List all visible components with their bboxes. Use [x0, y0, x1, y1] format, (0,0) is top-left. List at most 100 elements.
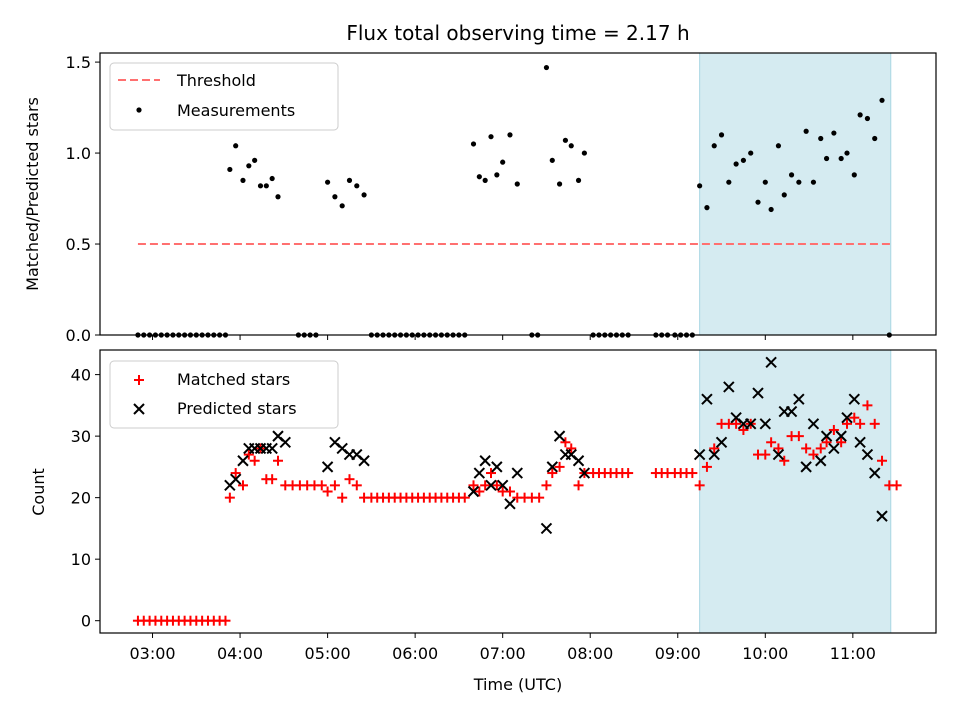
measurement-point — [775, 143, 782, 149]
measurement-point — [549, 157, 555, 163]
matched-point — [828, 424, 839, 435]
predicted-point — [785, 405, 798, 418]
predicted-point — [266, 442, 278, 455]
matched-point — [224, 492, 235, 503]
predicted-point — [553, 430, 566, 442]
matched-point — [491, 480, 502, 491]
measurement-point — [269, 175, 275, 182]
predicted-point — [708, 448, 720, 461]
measurement-point — [823, 155, 830, 162]
measurement-point — [514, 181, 520, 187]
predicted-point — [511, 467, 523, 479]
predicted-point — [723, 381, 735, 393]
matched-point — [566, 443, 577, 454]
matched-point — [709, 443, 720, 454]
measurement-point — [346, 177, 353, 183]
predicted-point — [358, 455, 370, 467]
matched-point — [468, 480, 479, 491]
chart-title: Flux total observing time = 2.17 h — [346, 21, 689, 45]
measurement-point — [851, 172, 857, 178]
predicted-point — [765, 356, 777, 369]
predicted-point — [793, 393, 805, 405]
top-axes-frame — [99, 52, 937, 336]
top-plot-area — [135, 64, 893, 338]
measurement-point — [325, 179, 331, 185]
x-tick-label: 11:00 — [830, 644, 876, 663]
top-panel: 0.0 0.5 1.0 1.5 Flux total observing time =… — [23, 21, 937, 345]
y-tick-label: 0.5 — [66, 235, 91, 254]
bottom-shaded-region — [699, 349, 892, 634]
predicted-point — [869, 467, 881, 479]
matched-point — [486, 468, 497, 479]
matched-point — [766, 437, 777, 448]
matched-point — [220, 615, 231, 626]
predicted-point — [546, 461, 558, 473]
predicted-points — [224, 356, 888, 535]
matched-point — [459, 492, 470, 503]
threshold-legend-label: Threshold — [176, 71, 256, 90]
matched-point — [560, 437, 571, 448]
bottom-x-ticks: 03:00 04:00 05:00 06:00 07:00 08:00 09:00 10:00… — [129, 633, 876, 663]
predicted-point — [820, 430, 833, 442]
matched-point — [329, 480, 340, 491]
measurement-point — [543, 64, 550, 71]
matched-point — [731, 418, 742, 429]
matched-point — [869, 418, 880, 429]
measurement-point — [857, 112, 863, 118]
matched-point — [534, 492, 545, 503]
y-tick-label: 20 — [71, 489, 91, 508]
measurement-point — [796, 179, 802, 185]
predicted-point — [578, 467, 591, 479]
matched-point — [793, 431, 804, 442]
predicted-point — [237, 455, 249, 467]
predicted-point — [540, 522, 553, 535]
measurement-point — [818, 135, 824, 142]
matched-point — [480, 480, 491, 491]
predicted-point — [504, 498, 516, 510]
predicted-point — [229, 473, 242, 485]
bottom-y-axis-label: Count — [29, 468, 48, 516]
predicted-point — [800, 461, 812, 473]
predicted-point — [321, 461, 334, 473]
y-tick-label: 1.5 — [66, 53, 91, 72]
measurement-point — [803, 128, 809, 134]
predicted-point — [828, 442, 840, 455]
predicted-point — [701, 393, 713, 405]
measurements-legend-label: Measurements — [177, 101, 295, 120]
top-y-ticks: 0.0 0.5 1.0 1.5 — [66, 53, 100, 345]
matched-point — [504, 486, 515, 497]
predicted-point — [496, 479, 509, 492]
bottom-axes-frame — [99, 349, 937, 634]
measurement-point — [718, 132, 725, 138]
measurement-point — [768, 206, 774, 213]
matched-point — [773, 443, 784, 454]
bottom-panel: 0 10 20 30 40 03:00 04:00 05:00 06:00 07:00 08:00… — [29, 349, 937, 694]
matched-point — [243, 449, 254, 460]
measurement-point — [263, 183, 269, 189]
bottom-legend: Matched stars Predicted stars — [109, 360, 339, 429]
matched-point — [842, 418, 853, 429]
matched-point — [808, 449, 819, 460]
predicted-point — [479, 455, 491, 467]
measurement-point — [581, 150, 587, 156]
matched-point — [694, 480, 705, 491]
bottom-legend-frame — [109, 360, 339, 429]
predicted-legend-swatch — [133, 403, 145, 415]
top-legend: Threshold Measurements — [109, 62, 339, 131]
matched-point — [547, 468, 558, 479]
predicted-point — [835, 430, 847, 442]
x-tick-label: 07:00 — [480, 644, 526, 663]
measurement-point — [568, 143, 574, 149]
measurement-point — [275, 194, 281, 200]
x-tick-label: 08:00 — [567, 644, 613, 663]
top-x-ticks — [152, 335, 854, 340]
matched-point — [230, 468, 241, 479]
measurement-point — [482, 177, 488, 183]
measurement-point — [748, 150, 754, 156]
top-y-axis-label: Matched/Predicted stars — [23, 97, 42, 291]
matched-point — [267, 474, 278, 485]
predicted-point — [473, 467, 486, 479]
matched-point — [344, 474, 355, 485]
matched-point — [836, 437, 847, 448]
measurement-point — [838, 155, 844, 162]
